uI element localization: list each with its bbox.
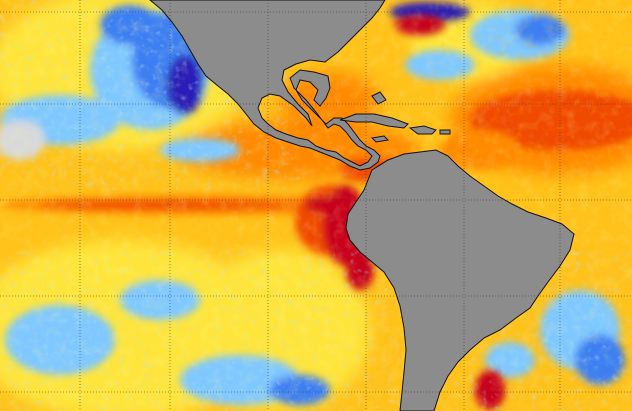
bahamas <box>371 91 387 105</box>
land-masses <box>149 0 575 411</box>
cuba <box>339 113 409 129</box>
hispaniola <box>408 125 437 135</box>
south-america <box>345 149 575 411</box>
puerto-rico <box>439 129 451 135</box>
north-america <box>149 0 386 171</box>
jamaica <box>370 135 390 143</box>
